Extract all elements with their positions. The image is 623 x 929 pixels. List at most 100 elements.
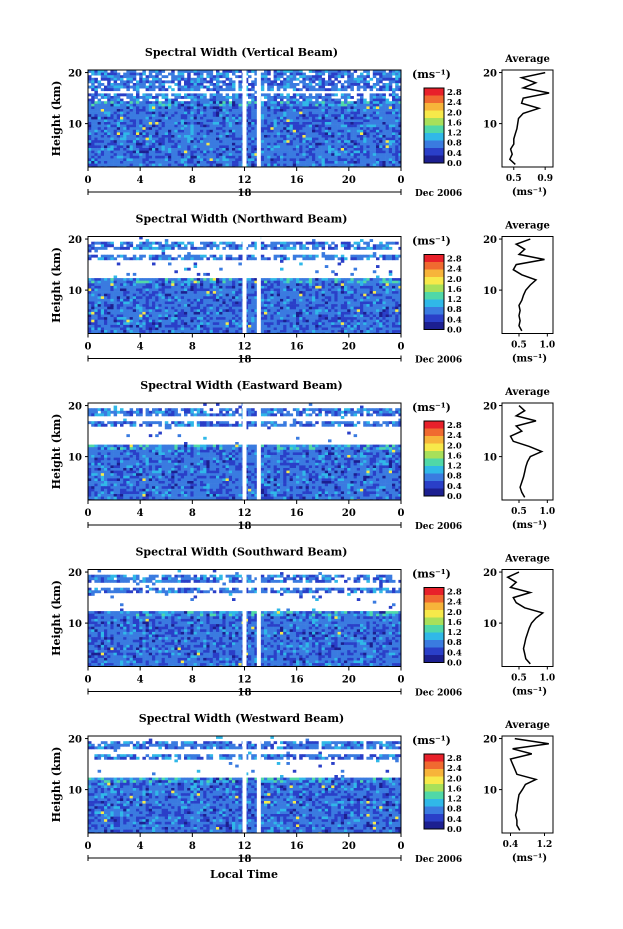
- heatmap-cell: [129, 145, 134, 149]
- heatmap-cell: [94, 88, 98, 92]
- heatmap-cell: [366, 158, 370, 162]
- heatmap-cell: [366, 124, 370, 128]
- heatmap-cell: [302, 145, 306, 149]
- heatmap-cell: [321, 132, 326, 136]
- heatmap-cell: [225, 301, 230, 305]
- heatmap-cell: [139, 161, 143, 164]
- heatmap-cell: [308, 283, 313, 287]
- heatmap-cell: [395, 119, 399, 123]
- heatmap-cell: [331, 135, 335, 138]
- heatmap-cell: [129, 77, 134, 81]
- heatmap-cell: [238, 257, 242, 261]
- heatmap-cell: [296, 280, 300, 284]
- heatmap-cell: [324, 70, 329, 73]
- heatmap-cell: [139, 155, 143, 159]
- heatmap-cell: [116, 246, 121, 250]
- heatmap-cell: [331, 75, 335, 79]
- heatmap-cell: [340, 155, 345, 159]
- heatmap-cell: [164, 88, 169, 92]
- heatmap-cell: [180, 132, 185, 136]
- heatmap-cell: [126, 83, 130, 86]
- heatmap-cell: [392, 257, 396, 261]
- heatmap-cell: [344, 114, 348, 118]
- heatmap-cell: [136, 296, 140, 300]
- heatmap-cell: [126, 75, 130, 79]
- heatmap-cell: [280, 285, 284, 289]
- heatmap-cell: [376, 129, 380, 133]
- heatmap-cell: [97, 83, 102, 86]
- heatmap-cell: [305, 116, 310, 120]
- heatmap-cell: [366, 280, 370, 284]
- heatmap-cell: [158, 158, 162, 162]
- heatmap-cell: [180, 129, 185, 133]
- heatmap-cell: [222, 106, 226, 110]
- heatmap-cell: [113, 109, 118, 112]
- heatmap-cell: [100, 135, 105, 138]
- heatmap-cell: [219, 93, 223, 97]
- heatmap-cell: [328, 145, 332, 149]
- heatmap-cell: [270, 101, 274, 105]
- heatmap-cell: [382, 142, 386, 146]
- heatmap-cell: [110, 291, 114, 294]
- heatmap-cell: [360, 280, 364, 284]
- heatmap-cell: [251, 285, 255, 289]
- heatmap-cell: [286, 96, 290, 99]
- heatmap-cell: [379, 135, 383, 138]
- heatmap-cell: [145, 96, 150, 99]
- heatmap-cell: [286, 111, 290, 115]
- heatmap-cell: [193, 283, 198, 287]
- heatmap-cell: [366, 111, 370, 115]
- heatmap-cell: [152, 109, 156, 112]
- heatmap-cell: [267, 137, 271, 141]
- heatmap-cell: [276, 106, 281, 110]
- heatmap-cell: [379, 296, 383, 300]
- heatmap-cell: [161, 137, 166, 141]
- heatmap-cell: [267, 283, 271, 287]
- heatmap-cell: [219, 72, 223, 76]
- heatmap-cell: [235, 301, 239, 305]
- heatmap-cell: [372, 72, 377, 76]
- heatmap-cell: [254, 244, 258, 248]
- heatmap-cell: [398, 114, 401, 118]
- heatmap-cell: [321, 119, 326, 123]
- heatmap-cell: [296, 132, 300, 136]
- heatmap-cell: [363, 85, 367, 89]
- heatmap-cell: [324, 132, 329, 136]
- heatmap-cell: [302, 75, 306, 79]
- heatmap-cell: [216, 153, 220, 157]
- heatmap-cell: [296, 298, 300, 302]
- heatmap-cell: [382, 158, 386, 162]
- heatmap-cell: [196, 116, 201, 120]
- heatmap-cell: [193, 301, 198, 305]
- heatmap-cell: [344, 137, 348, 141]
- heatmap-cell: [164, 163, 169, 167]
- heatmap-cell: [376, 101, 380, 105]
- heatmap-cell: [142, 77, 146, 81]
- heatmap-cell: [104, 155, 108, 159]
- heatmap-cell: [273, 116, 278, 120]
- heatmap-cell: [334, 155, 338, 159]
- heatmap-cell: [88, 244, 92, 248]
- heatmap-cell: [379, 246, 383, 250]
- heatmap-cell: [321, 111, 326, 115]
- heatmap-cell: [123, 298, 127, 302]
- heatmap-cell: [206, 129, 210, 133]
- heatmap-cell: [369, 98, 374, 102]
- heatmap-cell: [276, 161, 281, 164]
- heatmap-cell: [94, 301, 98, 305]
- heatmap-cell: [104, 288, 108, 292]
- heatmap-cell: [289, 135, 294, 138]
- heatmap-cell: [347, 241, 351, 245]
- heatmap-cell: [264, 72, 268, 76]
- heatmap-cell: [292, 241, 297, 245]
- heatmap-cell: [120, 288, 124, 292]
- heatmap-cell: [100, 119, 105, 123]
- heatmap-cell: [312, 155, 316, 159]
- heatmap-cell: [164, 148, 169, 151]
- heatmap-cell: [104, 291, 108, 294]
- heatmap-cell: [139, 163, 143, 167]
- heatmap-cell: [113, 275, 118, 279]
- heatmap-cell: [107, 129, 111, 133]
- heatmap-cell: [388, 153, 393, 157]
